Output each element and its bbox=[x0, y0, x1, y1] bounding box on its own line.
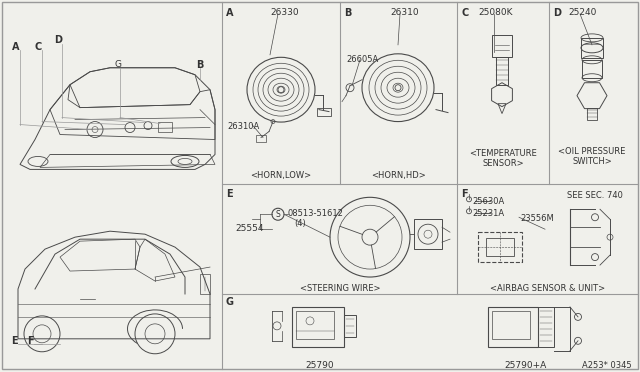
Text: (4): (4) bbox=[294, 219, 306, 228]
Text: S: S bbox=[276, 210, 280, 219]
Bar bbox=[486, 238, 514, 256]
Text: 25240: 25240 bbox=[568, 8, 596, 17]
Text: B: B bbox=[196, 60, 204, 70]
Text: 26310A: 26310A bbox=[227, 122, 259, 131]
Text: <HORN,HD>: <HORN,HD> bbox=[371, 171, 426, 180]
Bar bbox=[496, 57, 508, 85]
Bar bbox=[256, 135, 266, 141]
Text: 25790+A: 25790+A bbox=[504, 361, 546, 370]
Text: <TEMPERATURE: <TEMPERATURE bbox=[469, 150, 537, 158]
Text: 08513-51612: 08513-51612 bbox=[288, 209, 344, 218]
Bar bbox=[581, 38, 603, 58]
Text: 23556M: 23556M bbox=[520, 214, 554, 223]
Text: SENSOR>: SENSOR> bbox=[482, 160, 524, 169]
Text: <OIL PRESSURE: <OIL PRESSURE bbox=[558, 147, 626, 157]
Text: C: C bbox=[461, 8, 468, 18]
Bar bbox=[492, 35, 512, 57]
Text: <AIRBAG SENSOR & UNIT>: <AIRBAG SENSOR & UNIT> bbox=[490, 284, 605, 293]
Bar bbox=[492, 311, 530, 339]
Bar bbox=[317, 108, 331, 116]
Text: F: F bbox=[461, 189, 468, 199]
Text: A: A bbox=[12, 42, 20, 52]
Text: A: A bbox=[226, 8, 234, 18]
Text: 26330: 26330 bbox=[270, 8, 299, 17]
Text: 25790: 25790 bbox=[306, 361, 334, 370]
Text: 25231A: 25231A bbox=[472, 209, 504, 218]
Bar bbox=[587, 108, 597, 119]
Text: 26310: 26310 bbox=[390, 8, 419, 17]
Text: G: G bbox=[115, 60, 122, 69]
Text: A253* 0345: A253* 0345 bbox=[582, 361, 632, 370]
Bar bbox=[488, 307, 538, 347]
Text: F: F bbox=[27, 336, 33, 346]
Text: <STEERING WIRE>: <STEERING WIRE> bbox=[300, 284, 380, 293]
Text: SEE SEC. 740: SEE SEC. 740 bbox=[567, 191, 623, 201]
Bar bbox=[296, 311, 334, 339]
Bar bbox=[344, 315, 356, 337]
Text: SWITCH>: SWITCH> bbox=[572, 157, 612, 166]
Text: 25554: 25554 bbox=[235, 224, 264, 233]
Text: G: G bbox=[226, 297, 234, 307]
Bar bbox=[478, 232, 522, 262]
Bar bbox=[200, 274, 210, 294]
Text: E: E bbox=[11, 336, 17, 346]
Bar bbox=[414, 219, 442, 249]
Text: D: D bbox=[54, 35, 62, 45]
Text: B: B bbox=[344, 8, 351, 18]
Bar bbox=[582, 60, 602, 78]
Text: 26605A: 26605A bbox=[346, 55, 378, 64]
Text: 25080K: 25080K bbox=[478, 8, 513, 17]
Bar bbox=[292, 307, 344, 347]
Bar bbox=[538, 307, 554, 347]
Text: D: D bbox=[553, 8, 561, 18]
Text: <HORN,LOW>: <HORN,LOW> bbox=[250, 171, 312, 180]
Bar bbox=[158, 122, 172, 132]
Text: E: E bbox=[226, 189, 232, 199]
Text: 25630A: 25630A bbox=[472, 197, 504, 206]
Text: C: C bbox=[35, 42, 42, 52]
